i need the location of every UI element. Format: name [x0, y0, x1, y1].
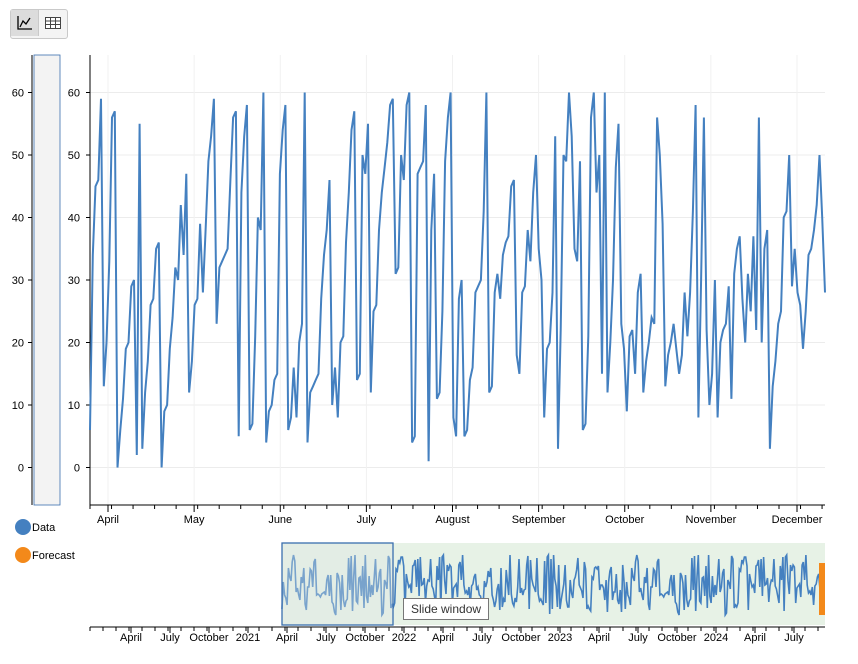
line-chart-icon — [16, 16, 32, 30]
y-tick-label: 0 — [74, 463, 80, 475]
x-tick-label: December — [772, 514, 823, 526]
y-tick-label: 30 — [68, 275, 80, 287]
y-axis-scroll-strip[interactable] — [33, 54, 61, 506]
slide-window[interactable] — [281, 542, 394, 626]
x-tick-label: April — [97, 514, 119, 526]
y-strip-tick-label: 10 — [12, 400, 24, 412]
x-tick-label: May — [184, 514, 205, 526]
y-strip-tick-label: 20 — [12, 338, 24, 350]
x-tick-label: June — [268, 514, 292, 526]
x-tick-label: October — [605, 514, 644, 526]
y-tick-label: 60 — [68, 88, 80, 100]
x-tick-label: November — [686, 514, 737, 526]
overview-x-tick-label: July — [316, 632, 336, 644]
overview-x-tick-label: July — [784, 632, 804, 644]
view-toggle — [10, 9, 68, 39]
overview-x-tick-label: 2024 — [704, 632, 728, 644]
overview-x-tick-label: October — [501, 632, 540, 644]
y-strip-tick-label: 30 — [12, 275, 24, 287]
overview-x-tick-label: October — [189, 632, 228, 644]
y-strip-tick-label: 40 — [12, 213, 24, 225]
overview-forecast-marker — [819, 563, 825, 615]
x-tick-label: September — [512, 514, 566, 526]
y-strip-tick-label: 0 — [18, 463, 24, 475]
x-tick-label: August — [435, 514, 469, 526]
overview-data-line — [281, 552, 821, 618]
y-tick-label: 10 — [68, 400, 80, 412]
table-icon — [44, 17, 61, 29]
overview-x-tick-label: July — [472, 632, 492, 644]
overview-background — [282, 543, 825, 625]
y-tick-label: 40 — [68, 213, 80, 225]
overview-x-tick-label: 2021 — [236, 632, 260, 644]
overview-x-tick-label: July — [628, 632, 648, 644]
y-tick-label: 20 — [68, 338, 80, 350]
overview-x-tick-label: July — [160, 632, 180, 644]
overview-x-tick-label: April — [744, 632, 766, 644]
legend-swatch[interactable] — [15, 519, 31, 535]
legend-swatch[interactable] — [15, 547, 31, 563]
y-tick-label: 50 — [68, 150, 80, 162]
x-tick-label: July — [357, 514, 377, 526]
overview-x-tick-label: October — [345, 632, 384, 644]
slide-window-tooltip: Slide window — [403, 598, 490, 620]
overview-x-tick-label: October — [657, 632, 696, 644]
overview-x-tick-label: April — [276, 632, 298, 644]
y-strip-tick-label: 60 — [12, 88, 24, 100]
legend-label[interactable]: Forecast — [32, 550, 75, 562]
overview-x-tick-label: April — [120, 632, 142, 644]
overview-x-tick-label: April — [432, 632, 454, 644]
table-view-button[interactable] — [39, 10, 66, 36]
line-chart-view-button[interactable] — [11, 10, 39, 36]
y-strip-tick-label: 50 — [12, 150, 24, 162]
overview-x-tick-label: 2023 — [548, 632, 572, 644]
data-series-line — [89, 92, 826, 468]
overview-x-tick-label: 2022 — [392, 632, 416, 644]
overview-x-tick-label: April — [588, 632, 610, 644]
legend-label[interactable]: Data — [32, 522, 56, 534]
